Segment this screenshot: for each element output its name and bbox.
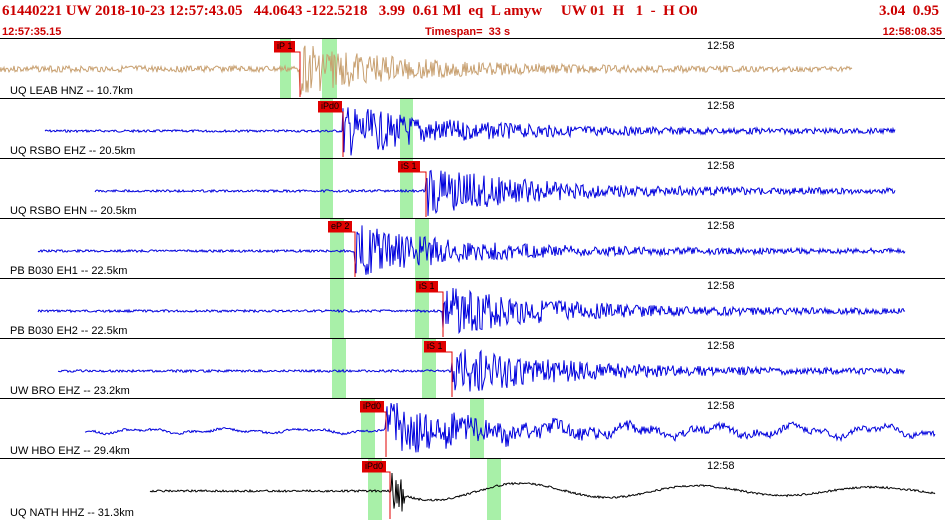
waveform-trace	[57, 349, 906, 392]
pick-marker-line	[360, 411, 387, 457]
waveform-trace	[37, 225, 906, 275]
pick-marker-line	[398, 171, 427, 217]
trace-panel[interactable]: 12:58 iS 1 UW BRO EHZ -- 23.2km	[0, 338, 945, 398]
phase-window	[330, 219, 344, 278]
station-label: UW HBO EHZ -- 29.4km	[10, 445, 130, 457]
time-mark-label: 12:58	[707, 220, 735, 232]
station-label: UQ RSBO EHZ -- 20.5km	[10, 145, 136, 157]
phase-window	[330, 279, 344, 338]
event-summary: 61440221 UW 2018-10-23 12:57:43.05 44.06…	[2, 3, 698, 19]
station-label: UW BRO EHZ -- 23.2km	[10, 385, 130, 397]
waveform-plot	[44, 99, 896, 158]
waveform-plot	[37, 219, 906, 278]
phase-pick-label[interactable]: iS 1	[416, 281, 438, 292]
trace-panel[interactable]: 12:58 eP 2 PB B030 EH1 -- 22.5km	[0, 218, 945, 278]
station-label: UQ RSBO EHN -- 20.5km	[10, 205, 137, 217]
waveform-trace	[37, 287, 906, 335]
pick-marker-line	[424, 351, 453, 397]
waveform-plot	[57, 339, 906, 398]
station-label: UQ LEAB HNZ -- 10.7km	[10, 85, 133, 97]
phase-pick-label[interactable]: iP 1	[274, 41, 296, 52]
end-time: 12:58:08.35	[882, 26, 942, 38]
pick-marker-line	[416, 291, 444, 337]
start-time: 12:57:35.15	[2, 26, 62, 38]
time-mark-label: 12:58	[707, 400, 735, 412]
station-label: PB B030 EH1 -- 22.5km	[10, 265, 128, 277]
phase-window	[415, 279, 429, 338]
trace-panel[interactable]: 12:58 iPd0 UQ RSBO EHZ -- 20.5km	[0, 98, 945, 158]
waveform-plot	[37, 279, 906, 338]
phase-window	[400, 99, 413, 158]
station-label: PB B030 EH2 -- 22.5km	[10, 325, 128, 337]
waveform-trace	[149, 472, 936, 512]
event-header: 61440221 UW 2018-10-23 12:57:43.05 44.06…	[0, 0, 945, 24]
time-mark-label: 12:58	[707, 100, 735, 112]
time-mark-label: 12:58	[707, 40, 735, 52]
phase-pick-label[interactable]: iS 1	[424, 341, 446, 352]
waveform-trace	[0, 45, 853, 95]
waveform-trace	[44, 107, 896, 156]
phase-pick-label[interactable]: iS 1	[398, 161, 420, 172]
phase-window	[422, 339, 436, 398]
trace-panel[interactable]: 12:58 iP 1 UQ LEAB HNZ -- 10.7km	[0, 38, 945, 98]
time-mark-label: 12:58	[707, 160, 735, 172]
waveform-plot	[149, 459, 936, 520]
timespan: Timespan= 33 s	[425, 26, 511, 38]
phase-window	[361, 399, 375, 458]
phase-window	[400, 159, 413, 218]
pick-marker-line	[274, 51, 301, 97]
trace-panel[interactable]: 12:58 iPd0 UQ NATH HHZ -- 31.3km	[0, 458, 945, 520]
trace-panel[interactable]: 12:58 iS 1 UQ RSBO EHN -- 20.5km	[0, 158, 945, 218]
event-quality: 3.04 0.95	[879, 3, 939, 19]
time-mark-label: 12:58	[707, 460, 735, 472]
phase-pick-label[interactable]: eP 2	[328, 221, 353, 232]
waveform-trace	[84, 402, 936, 453]
phase-window	[320, 159, 333, 218]
trace-panel[interactable]: 12:58 iS 1 PB B030 EH2 -- 22.5km	[0, 278, 945, 338]
time-mark-label: 12:58	[707, 340, 735, 352]
trace-panel[interactable]: 12:58 iPd0 UW HBO EHZ -- 29.4km	[0, 398, 945, 458]
waveform-plot	[94, 159, 896, 218]
waveform-plot	[0, 39, 853, 98]
pick-marker-line	[318, 111, 344, 157]
phase-pick-label[interactable]: iPd0	[318, 101, 343, 112]
phase-pick-label[interactable]: iPd0	[360, 401, 385, 412]
phase-window	[487, 459, 501, 520]
pick-marker-line	[362, 471, 391, 519]
pick-marker-line	[328, 231, 356, 277]
phase-window	[332, 339, 346, 398]
waveform-plot	[84, 399, 936, 458]
waveform-trace	[94, 169, 896, 216]
station-label: UQ NATH HHZ -- 31.3km	[10, 507, 134, 519]
phase-pick-label[interactable]: iPd0	[362, 461, 387, 472]
phase-window	[320, 99, 333, 158]
time-mark-label: 12:58	[707, 280, 735, 292]
